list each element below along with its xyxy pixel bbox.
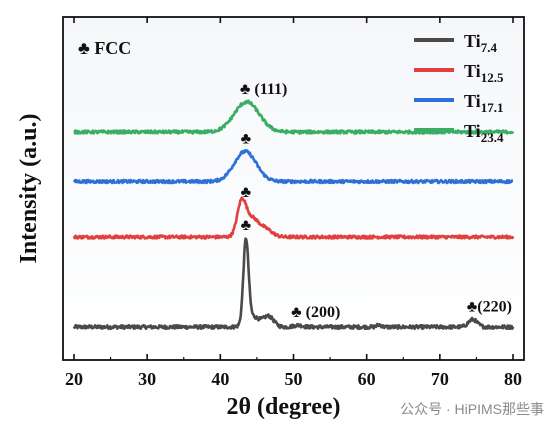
legend-label-Ti12.5: Ti12.5 [464, 61, 504, 85]
fcc-label: FCC [90, 38, 132, 58]
x-tick-label: 20 [65, 369, 83, 389]
fcc-marker: ♣ FCC [78, 38, 131, 58]
legend-base: Ti [464, 31, 481, 51]
x-tick-label: 70 [431, 369, 449, 389]
x-tick-label: 40 [211, 369, 229, 389]
series-line-Ti12.5 [72, 196, 515, 240]
x-tick-label: 30 [138, 369, 156, 389]
peak-annotation-1: ♣ [241, 131, 252, 148]
plot-background [63, 17, 524, 360]
legend-label-Ti17.1: Ti17.1 [464, 91, 503, 115]
series-group [72, 99, 515, 331]
club-icon: ♣ [78, 38, 90, 58]
y-axis-label: Intensity (a.u.) [16, 113, 42, 263]
legend-base: Ti [464, 91, 481, 111]
series-line-Ti7.4 [72, 237, 515, 331]
legend-subscript: 17.1 [481, 100, 504, 115]
watermark: 公众号 · HiPIMS那些事 [400, 401, 544, 417]
x-tick-label: 60 [358, 369, 376, 389]
x-axis-label: 2θ (degree) [226, 394, 340, 420]
legend-base: Ti [464, 121, 481, 141]
legend-base: Ti [464, 61, 481, 81]
legend-label-Ti7.4: Ti7.4 [464, 31, 497, 55]
x-tick-label: 50 [285, 369, 303, 389]
peak-annotation-5: ♣(220) [467, 299, 512, 316]
peak-annotation-0: ♣ (111) [240, 81, 287, 98]
legend-subscript: 23.4 [481, 130, 504, 145]
peak-annotation-3: ♣ [241, 217, 252, 234]
legend-subscript: 7.4 [481, 40, 498, 55]
series-line-Ti17.1 [72, 148, 514, 185]
legend-label-Ti23.4: Ti23.4 [464, 121, 504, 145]
legend-subscript: 12.5 [481, 70, 504, 85]
peak-annotation-2: ♣ [241, 184, 252, 201]
peak-annotation-4: ♣ (200) [291, 304, 340, 321]
x-tick-label: 80 [504, 369, 522, 389]
